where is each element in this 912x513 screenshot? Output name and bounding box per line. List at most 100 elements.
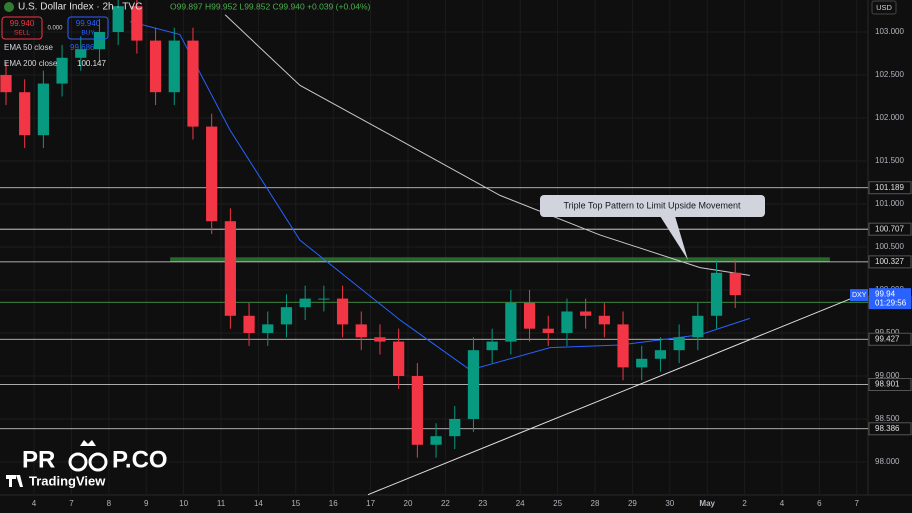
logo-crown	[80, 440, 96, 446]
x-tick-label: 16	[329, 499, 338, 508]
ema50-label: EMA 50 close	[4, 43, 53, 52]
ticker: DXY	[852, 292, 867, 299]
candle-body	[505, 302, 517, 342]
candle-body	[299, 298, 311, 308]
x-tick-label: 6	[817, 499, 822, 508]
candle-body	[729, 272, 741, 296]
x-tick-label: 22	[441, 499, 450, 508]
spread: 0.000	[47, 26, 63, 32]
ema200-value: 100.147	[77, 59, 106, 68]
plot-area: Triple Top Pattern to Limit Upside Movem…	[0, 0, 869, 496]
candle-body	[561, 311, 573, 333]
buy-price: 99.940	[76, 19, 101, 28]
logo-eye	[88, 452, 108, 472]
y-tick-label: 102.500	[875, 70, 904, 79]
logo-text: PR	[22, 446, 55, 473]
x-tick-label: 4	[780, 499, 785, 508]
candle-body	[542, 328, 554, 333]
candle-body	[206, 126, 218, 222]
candle-body	[486, 341, 498, 351]
candle-body	[467, 350, 480, 419]
level-tag	[868, 332, 912, 346]
candle-body	[692, 315, 704, 338]
annotation-pointer	[660, 216, 688, 260]
level-tag	[868, 181, 912, 195]
countdown: 01:29:56	[875, 298, 907, 307]
last-price-tag	[869, 288, 911, 310]
annotation: Triple Top Pattern to Limit Upside Movem…	[563, 200, 741, 210]
logo: PR P.CO TradingView	[6, 440, 168, 488]
candle-body	[0, 74, 12, 93]
sell-button[interactable]	[1, 16, 43, 40]
candle-body	[580, 311, 592, 316]
x-tick-label: 30	[665, 499, 674, 508]
annotation-box	[540, 195, 765, 217]
resistance-zone	[170, 257, 830, 262]
candle-body	[131, 6, 143, 41]
x-tick-label: 11	[217, 499, 226, 508]
logo-eye	[68, 452, 88, 472]
candle-body	[430, 436, 442, 445]
level-label: 99.427	[875, 334, 900, 343]
x-tick-label: 4	[32, 499, 37, 508]
candle-body	[598, 315, 610, 325]
level-tag	[868, 422, 912, 436]
level-tag	[868, 222, 912, 236]
ema50-value: 99.686	[70, 43, 95, 52]
candle-body	[393, 341, 405, 376]
y-tick-label: 101.500	[875, 156, 904, 165]
y-tick-label: 103.000	[875, 27, 904, 36]
candle-body	[75, 49, 87, 58]
x-tick-label: 10	[179, 499, 188, 508]
ema-line	[224, 14, 750, 276]
symbol-title: U.S. Dollar Index · 2h · TVC	[18, 2, 142, 13]
candle-body	[336, 298, 349, 325]
header: U.S. Dollar Index · 2h · TVC O99.897 H99…	[1, 0, 897, 68]
buy-button[interactable]	[67, 16, 109, 40]
x-tick-label: 23	[478, 499, 487, 508]
y-tick-label: 101.000	[875, 199, 904, 208]
candle-body	[710, 272, 723, 316]
level-label: 98.386	[875, 424, 900, 433]
tv-icon	[6, 475, 23, 487]
x-tick-label: 14	[254, 499, 263, 508]
y-tick-label: 99.000	[875, 371, 900, 380]
logo-text: P.CO	[112, 446, 168, 473]
currency-button[interactable]	[871, 0, 897, 15]
currency: USD	[876, 3, 892, 12]
candle-body	[318, 298, 330, 300]
x-tick-label: 20	[404, 499, 413, 508]
x-tick-label: May	[699, 499, 715, 508]
ohlc: O99.897 H99.952 L99.852 C99.940 +0.039 (…	[170, 1, 371, 11]
x-tick-label: 29	[628, 499, 637, 508]
level-tag	[868, 377, 912, 391]
x-tick-label: 7	[855, 499, 860, 508]
x-tick-label: 9	[144, 499, 149, 508]
candle-body	[654, 350, 667, 359]
level-label: 100.327	[875, 257, 904, 266]
level-label: 101.189	[875, 183, 904, 192]
y-tick-label: 102.000	[875, 113, 904, 122]
last-price-label: 99.94	[875, 289, 896, 298]
candle-body	[523, 302, 536, 329]
x-tick-label: 17	[366, 499, 375, 508]
x-tick-label: 24	[516, 499, 525, 508]
candle-body	[636, 358, 648, 368]
x-tick-label: 2	[742, 499, 747, 508]
x-tick-label: 25	[553, 499, 562, 508]
y-tick-label: 99.500	[875, 328, 900, 337]
ticker-tag	[850, 289, 868, 302]
candle-body	[37, 83, 49, 136]
y-tick-label: 98.000	[875, 457, 900, 466]
trendline	[367, 291, 869, 496]
x-tick-label: 8	[107, 499, 112, 508]
candle-body	[280, 307, 293, 325]
candle-body	[449, 418, 461, 437]
level-tag	[868, 255, 912, 269]
brand: TradingView	[29, 473, 106, 488]
candle-body	[355, 324, 367, 338]
candle-body	[411, 375, 423, 445]
candle-body	[56, 57, 68, 84]
x-tick-label: 7	[69, 499, 74, 508]
